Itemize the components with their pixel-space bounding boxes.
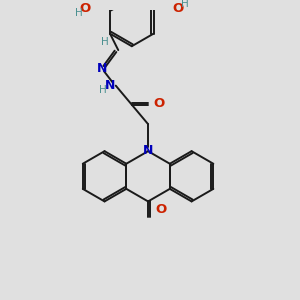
Text: O: O bbox=[156, 203, 167, 216]
Text: H: H bbox=[75, 8, 83, 18]
Text: N: N bbox=[104, 79, 115, 92]
Text: O: O bbox=[80, 2, 91, 15]
Text: N: N bbox=[97, 62, 107, 75]
Text: O: O bbox=[153, 98, 164, 110]
Text: H: H bbox=[181, 0, 188, 9]
Text: H: H bbox=[99, 85, 107, 95]
Text: O: O bbox=[173, 2, 184, 15]
Text: N: N bbox=[143, 144, 153, 157]
Text: H: H bbox=[101, 38, 109, 47]
